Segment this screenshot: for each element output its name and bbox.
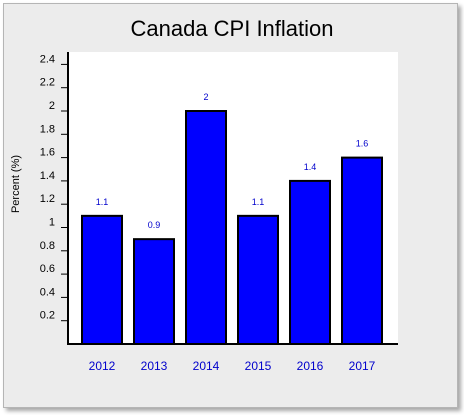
bar-2012 [81,214,123,345]
y-axis-label: Percent (%) [10,155,22,213]
y-axis-ticks: 0.2 0.4 0.6 0.8 1 1.2 1.4 1.6 1.8 2 2.2 2.4 [40,53,68,322]
y-tick-label: 1.8 [40,123,55,135]
y-tick-label: 0.4 [40,286,55,298]
y-tick-label: 1 [49,217,55,229]
category-labels: 2012 2013 2014 2015 2016 2017 [89,359,376,373]
data-label: 1.1 [252,197,265,207]
bars [81,110,383,345]
chart-title: Canada CPI Inflation [130,16,333,41]
data-labels: 1.1 0.9 2 1.1 1.4 1.6 [96,92,369,230]
data-label: 1.4 [304,162,317,172]
bar-2015 [237,214,279,345]
y-tick-label: 0.2 [40,310,55,322]
y-tick-label: 2.2 [40,77,55,89]
y-tick-label: 1.4 [40,170,55,182]
y-tick-label: 1.6 [40,147,55,159]
data-label: 1.6 [356,139,369,149]
y-tick-label: 2.4 [40,53,55,65]
category-label: 2017 [349,359,376,373]
y-tick-label: 1.2 [40,193,55,205]
data-label: 2 [203,92,208,102]
bar-2014 [185,110,227,345]
data-label: 1.1 [96,197,109,207]
category-label: 2013 [141,359,168,373]
y-tick-label: 2 [49,100,55,112]
category-label: 2015 [245,359,272,373]
y-tick-label: 0.8 [40,240,55,252]
category-label: 2012 [89,359,116,373]
bar-2013 [133,238,175,345]
bar-2017 [341,156,383,345]
category-label: 2014 [193,359,220,373]
category-label: 2016 [297,359,324,373]
y-tick-label: 0.6 [40,263,55,275]
data-label: 0.9 [148,220,161,230]
bar-2016 [289,179,331,345]
